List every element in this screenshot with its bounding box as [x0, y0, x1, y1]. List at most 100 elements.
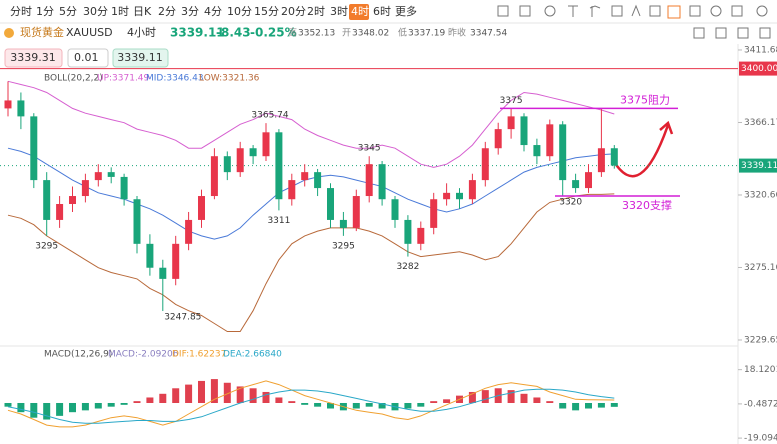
macd-bar — [288, 401, 296, 403]
period-button[interactable]: 2时 — [307, 5, 325, 18]
quote-symbol: XAUUSD — [66, 26, 113, 39]
candle-body — [210, 156, 218, 197]
macd-bar — [430, 401, 438, 403]
y-tick-label: -19.09460 — [744, 434, 777, 444]
macd-line — [7, 388, 615, 424]
candle-body — [417, 227, 425, 244]
candle-body — [597, 148, 605, 173]
macd-bar — [314, 402, 322, 407]
candle-body — [133, 199, 141, 244]
qty-box[interactable] — [67, 48, 109, 68]
period-button[interactable]: 分时 — [10, 5, 32, 18]
period-button[interactable]: 4时 — [351, 5, 369, 18]
macd-bar — [275, 397, 283, 403]
macd-line — [7, 380, 615, 428]
last-price-label: 3339.11 — [741, 161, 777, 171]
macd-bar — [4, 402, 12, 407]
macd-bar — [468, 391, 476, 403]
legend-entry: MID:3346.43 — [146, 74, 204, 84]
more-button[interactable]: 更多 — [395, 4, 417, 18]
period-button[interactable]: 15分 — [254, 5, 279, 18]
candle-body — [17, 100, 25, 117]
macd-bar — [481, 390, 489, 403]
period-button[interactable]: 30分 — [83, 5, 108, 18]
candle-body — [120, 176, 128, 200]
macd-bar — [81, 402, 89, 411]
last-price-tag — [739, 158, 777, 173]
period-button[interactable]: 日K — [133, 5, 152, 18]
macd-bar — [30, 402, 38, 418]
y-tick-label: -0.48725 — [744, 399, 777, 409]
candle-body — [107, 172, 115, 177]
support-label: 3320支撑 — [622, 198, 672, 212]
macd-bar — [404, 402, 412, 409]
macd-bar — [610, 402, 618, 407]
logo — [4, 28, 14, 38]
macd-bar — [327, 402, 334, 409]
legend-entry: DEA:2.66840 — [223, 350, 282, 360]
buy-box[interactable] — [112, 48, 169, 68]
period-button[interactable]: 6时 — [373, 5, 391, 18]
quote-price: 3339.11 — [170, 26, 225, 40]
macd-bar — [365, 402, 373, 407]
period-button[interactable]: 20分 — [281, 5, 306, 18]
period-button[interactable]: 1时 — [111, 5, 129, 18]
macd-bar — [185, 384, 193, 403]
y-tick-label: 3320.66 — [744, 190, 777, 200]
candle-body — [546, 124, 554, 157]
sell-price: 3339.31 — [10, 51, 56, 64]
period-button[interactable]: 2分 — [158, 5, 176, 18]
boll-line — [7, 193, 615, 332]
macd-bar — [159, 393, 167, 403]
price-label: 3320 — [559, 198, 582, 208]
indicator-name: BOLL(20,2,2) — [44, 74, 103, 84]
macd-bar — [443, 399, 451, 403]
stat-label: 高 — [288, 27, 297, 39]
macd-bar — [417, 402, 425, 407]
period-button[interactable]: 5分 — [59, 5, 77, 18]
y-tick-label: 3229.65 — [744, 335, 777, 345]
macd-bar — [249, 388, 257, 403]
candle-body — [198, 196, 205, 220]
candle-body — [288, 180, 296, 200]
candle-body — [520, 116, 528, 146]
quote-period[interactable]: 4小时 — [127, 26, 156, 39]
candle-body — [339, 219, 347, 228]
stat-label: 开 — [342, 28, 351, 39]
candle-body — [275, 132, 283, 200]
period-button[interactable]: 10分 — [227, 5, 252, 18]
macd-bar — [262, 391, 270, 403]
macd-bar — [559, 402, 567, 409]
toolbar-icons — [497, 4, 771, 39]
y-tick-label: 3411.68 — [744, 45, 777, 55]
candle-body — [352, 196, 360, 228]
macd-bar — [585, 402, 592, 409]
candle-body — [236, 148, 244, 173]
candle-body — [585, 172, 592, 189]
macd-bar — [120, 402, 128, 405]
stat-value: 3337.19 — [408, 29, 445, 39]
candle-body — [146, 243, 154, 268]
legend-entry: MACD:-2.09206 — [108, 350, 179, 360]
candle-body — [468, 180, 476, 200]
quote-name: 现货黄金 — [20, 25, 64, 39]
candle-body — [4, 100, 12, 109]
macd-bar — [533, 397, 541, 403]
price-label: 3295 — [332, 241, 355, 251]
price-line-label: 3400.00 — [741, 64, 777, 74]
period-button[interactable]: 4分 — [204, 5, 222, 18]
period-button[interactable]: 3分 — [181, 5, 199, 18]
buy-price: 3339.11 — [117, 51, 163, 64]
macd-bar — [223, 382, 231, 403]
period-button[interactable]: 3时 — [330, 5, 348, 18]
candle-body — [262, 132, 270, 157]
stat-value: 3352.13 — [298, 29, 335, 39]
candle-body — [456, 192, 463, 200]
period-button[interactable]: 1分 — [36, 5, 54, 18]
macd-bar — [17, 402, 25, 413]
sell-box[interactable] — [4, 48, 63, 68]
stat-label: 低 — [398, 27, 407, 39]
candle-body — [30, 116, 38, 181]
candle-body — [572, 180, 580, 189]
